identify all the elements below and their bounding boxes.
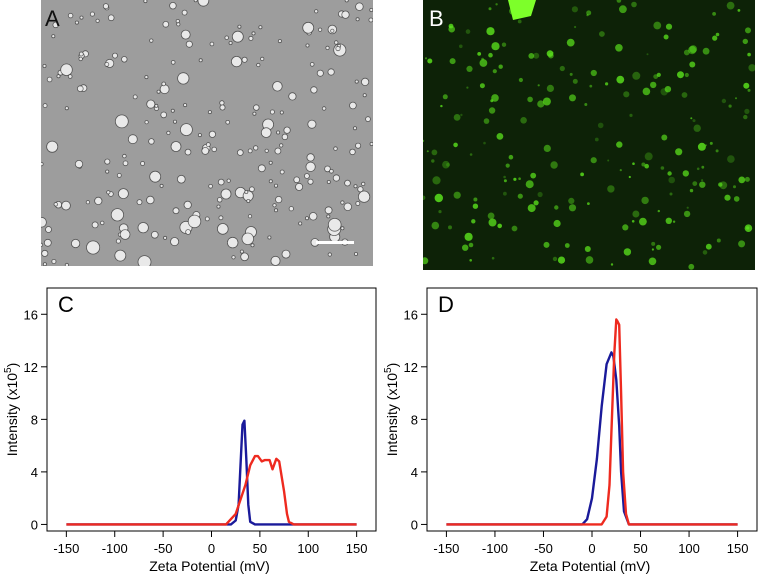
plot-frame — [46, 287, 377, 532]
x-tick-label: 50 — [253, 541, 267, 556]
y-tick-label: 8 — [411, 412, 418, 427]
series-line-2 — [66, 454, 357, 526]
x-tick-label: -150 — [53, 541, 79, 556]
micrograph-background — [41, 0, 373, 266]
fluorescence-micrograph: B — [420, 0, 756, 270]
brightfield-micrograph: A — [36, 0, 374, 269]
panel-a-label: A — [45, 6, 60, 31]
x-tick-label: -50 — [534, 541, 553, 556]
zeta-potential-chart-d: -150 -100 -50 0 50 100 150 0 4 8 12 16 Zeta Potentia… — [383, 287, 758, 574]
zeta-potential-chart-c: -150 -100 -50 0 50 100 150 0 4 8 12 16 Zeta Potentia… — [3, 287, 377, 574]
y-tick-label: 16 — [24, 307, 38, 322]
series-line-1 — [66, 419, 357, 526]
y-tick-label: 12 — [404, 360, 418, 375]
y-tick-label: 16 — [404, 307, 418, 322]
y-axis-label: Intensity (x105) — [3, 363, 20, 457]
bright-particle-cluster — [508, 0, 536, 20]
fluorescence-image — [420, 0, 756, 270]
y-axis-label-text: Intensity (x10 — [384, 373, 400, 456]
y-axis-label-close: ) — [4, 363, 20, 368]
x-tick-label: 0 — [588, 541, 595, 556]
x-tick-label: -150 — [433, 541, 459, 556]
cell-layer — [36, 0, 374, 269]
y-tick-label: 8 — [31, 412, 38, 427]
brightfield-image — [36, 0, 374, 269]
y-axis-label-text: Intensity (x10 — [4, 373, 20, 456]
x-tick-label: 150 — [346, 541, 368, 556]
fluorescence-background — [423, 0, 755, 270]
x-tick-label: 100 — [297, 541, 319, 556]
x-axis-label: Zeta Potential (mV) — [149, 558, 270, 574]
panel-label: D — [438, 292, 454, 317]
y-tick-label: 4 — [31, 465, 38, 480]
y-tick-label: 0 — [31, 517, 38, 532]
scale-bar — [316, 241, 354, 244]
y-axis-label-exponent: 5 — [383, 367, 394, 373]
y-axis-label: Intensity (x105) — [383, 363, 400, 457]
series-line-1 — [446, 351, 738, 526]
fluorescent-particle-layer — [420, 0, 756, 270]
y-tick-label: 0 — [411, 517, 418, 532]
y-axis-label-exponent: 5 — [3, 367, 14, 373]
panel-b-label: B — [429, 6, 444, 31]
x-tick-label: 150 — [727, 541, 749, 556]
x-tick-label: -100 — [482, 541, 508, 556]
x-axis-label: Zeta Potential (mV) — [530, 558, 651, 574]
y-tick-label: 4 — [411, 465, 418, 480]
panel-label: C — [58, 292, 74, 317]
x-tick-label: -50 — [154, 541, 173, 556]
x-tick-label: 50 — [633, 541, 647, 556]
x-tick-label: 100 — [678, 541, 700, 556]
y-axis-label-close: ) — [384, 363, 400, 368]
series-line-2 — [446, 318, 738, 526]
y-tick-label: 12 — [24, 360, 38, 375]
x-tick-label: -100 — [102, 541, 128, 556]
x-tick-label: 0 — [208, 541, 215, 556]
